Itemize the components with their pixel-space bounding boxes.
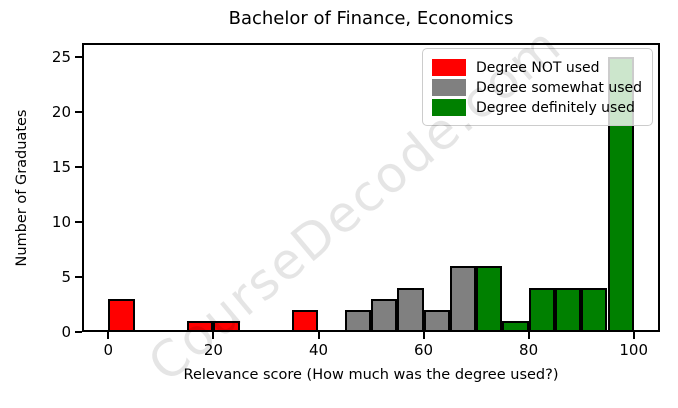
bar-somewhat-60-65 [423,310,450,332]
chart-title: Bachelor of Finance, Economics [228,8,514,29]
bar-definitely-80-85 [528,288,555,332]
legend-swatch-not [431,59,466,76]
legend-entry-somewhat: Degree somewhat used [431,79,642,96]
x-tick-mark-80 [527,332,530,339]
x-tick-mark-0 [107,332,110,339]
bar-somewhat-50-55 [371,299,398,332]
bar-not-0-5 [108,299,135,332]
legend-swatch-definitely [431,99,466,116]
y-tick-label-25: 25 [51,47,71,66]
x-tick-mark-20 [212,332,215,339]
y-tick-label-15: 15 [51,157,71,176]
y-tick-label-5: 5 [61,268,71,286]
x-tick-label-0: 0 [103,341,114,359]
bar-definitely-90-95 [581,288,608,332]
legend-entry-definitely: Degree definitely used [431,99,642,116]
bar-definitely-85-90 [554,288,582,332]
x-tick-label-20: 20 [203,341,223,359]
legend: Degree NOT used Degree somewhat used Degre… [421,48,653,126]
bar-somewhat-55-60 [397,288,424,332]
y-tick-mark-5 [75,276,82,278]
legend-label-somewhat: Degree somewhat used [475,79,642,96]
y-tick-label-20: 20 [51,102,71,121]
legend-label-definitely: Degree definitely used [475,99,635,116]
bar-not-15-20 [187,321,214,332]
bar-definitely-70-75 [476,265,503,332]
x-tick-label-80: 80 [519,341,539,359]
legend-swatch-somewhat [431,79,466,96]
x-tick-mark-40 [317,332,320,339]
y-tick-mark-15 [75,165,82,168]
y-tick-label-0: 0 [61,323,71,341]
x-tick-label-40: 40 [308,341,329,359]
y-tick-mark-0 [75,331,82,333]
y-axis-label: Number of Graduates [14,109,30,267]
x-tick-mark-60 [422,332,425,339]
x-tick-label-100: 100 [619,341,648,359]
x-axis-label: Relevance score (How much was the degree… [183,367,559,383]
bar-somewhat-45-50 [344,310,371,332]
legend-entry-not: Degree NOT used [431,59,642,76]
legend-label-not: Degree NOT used [475,59,600,76]
x-tick-mark-100 [632,332,635,339]
y-tick-mark-20 [75,110,82,113]
y-tick-label-10: 10 [51,212,71,231]
bar-somewhat-65-70 [449,265,477,332]
bar-not-20-25 [213,321,240,332]
bar-definitely-75-80 [502,321,529,332]
bar-not-35-40 [292,310,319,332]
y-tick-mark-10 [75,220,82,223]
y-tick-mark-25 [75,55,82,58]
x-tick-label-60: 60 [413,341,434,359]
